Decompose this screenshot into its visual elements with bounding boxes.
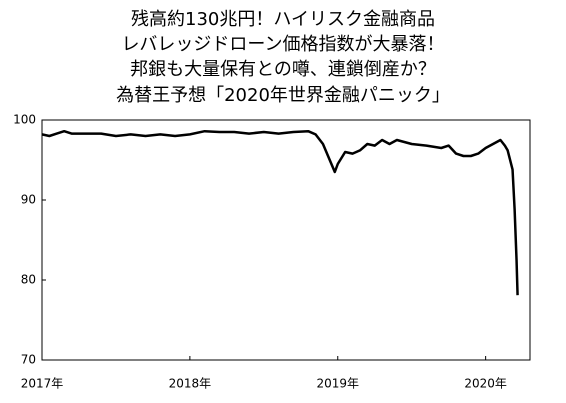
y-tick-label: 90 [21, 193, 36, 207]
y-tick-label: 70 [21, 353, 36, 367]
x-tick-label: 2017年 [21, 377, 64, 391]
x-tick-label: 2020年 [464, 377, 507, 391]
chart-title: 為替王予想「2020年世界金融パニック」 [116, 85, 450, 106]
plot-frame [41, 119, 531, 361]
chart-title: レバレッジドローン価格指数が大暴落！ [121, 34, 444, 55]
chart-title: 邦銀も大量保有との噂、連鎖倒産か？ [130, 59, 436, 80]
y-tick-label: 100 [13, 113, 36, 127]
x-tick-label: 2018年 [169, 377, 212, 391]
line-series [41, 129, 519, 296]
x-tick-label: 2019年 [316, 377, 359, 391]
y-tick-label: 80 [21, 273, 36, 287]
chart-title: 残高約130兆円！ハイリスク金融商品 [131, 9, 435, 30]
